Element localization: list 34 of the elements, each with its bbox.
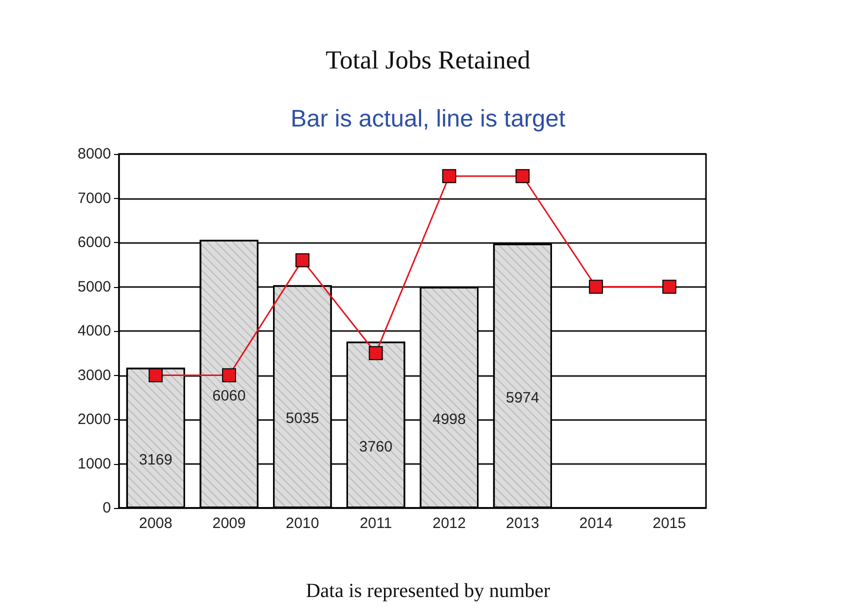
point [442, 169, 456, 184]
data-label: 4998 [432, 410, 466, 428]
y-tick-label: 3000 [78, 366, 111, 384]
y-tick-label: 2000 [78, 411, 111, 428]
chart-subtitle: Bar is actual, line is target [290, 106, 566, 132]
y-tick-label: 0 [102, 500, 111, 516]
x-tick-label: 2013 [506, 515, 540, 532]
point [588, 280, 603, 294]
point [368, 346, 383, 360]
y-tick-label: 4000 [78, 322, 111, 340]
point [295, 253, 310, 268]
x-tick-label: 2010 [286, 515, 320, 532]
x-tick-label: 2011 [360, 515, 392, 532]
data-label: 5974 [506, 389, 540, 406]
point [516, 169, 530, 184]
text: Data is represented by number [306, 580, 551, 602]
chart-title: Total Jobs Retained [326, 46, 530, 74]
point [222, 368, 236, 382]
y-tick-label: 1000 [78, 455, 111, 472]
point [662, 280, 676, 294]
data-label: 6060 [212, 387, 246, 404]
y-tick-label: 8000 [78, 146, 111, 162]
x-tick-label: 2009 [212, 515, 246, 532]
x-tick-label: 2014 [579, 515, 613, 532]
y-tick-label: 6000 [78, 234, 111, 251]
y-tick-label: 5000 [78, 278, 111, 296]
x-tick-label: 2012 [432, 515, 466, 532]
data-label: 5035 [286, 410, 320, 428]
x-tick-label: 2015 [652, 515, 686, 532]
data-label: 3760 [359, 438, 392, 456]
data-label: 3169 [139, 451, 172, 468]
x-tick-label: 2008 [139, 515, 172, 532]
y-tick-label: 7000 [78, 190, 111, 207]
point [148, 368, 163, 382]
